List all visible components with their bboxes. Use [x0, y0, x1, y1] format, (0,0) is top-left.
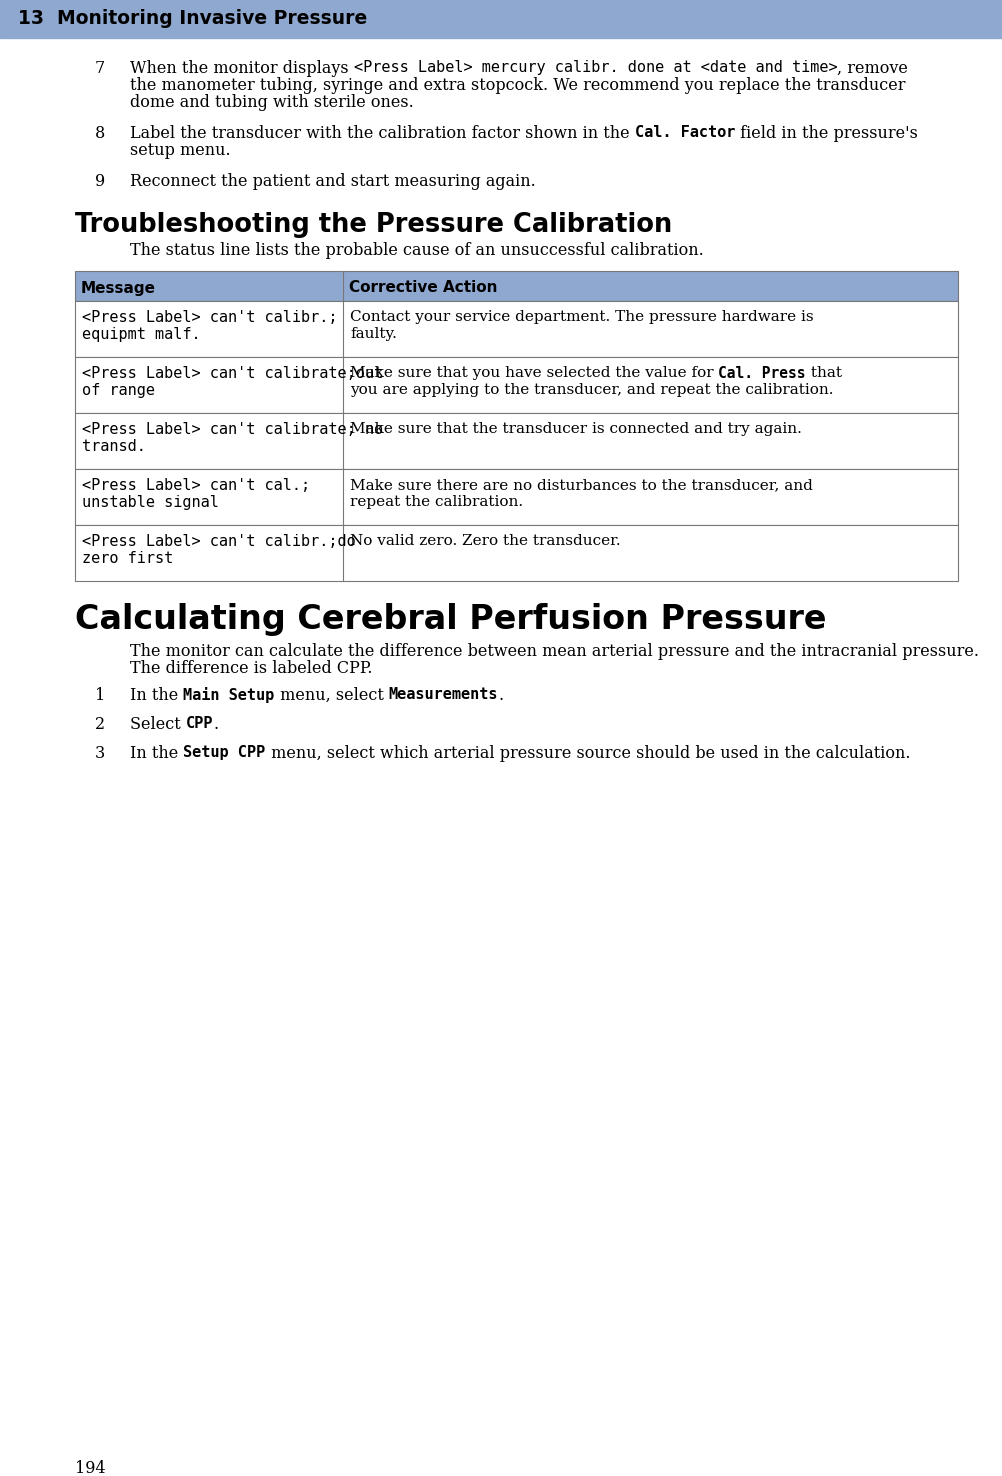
Text: <Press Label> can't cal.;: <Press Label> can't cal.; [82, 478, 310, 493]
Text: Main Setup: Main Setup [183, 686, 275, 703]
Text: 13  Monitoring Invasive Pressure: 13 Monitoring Invasive Pressure [18, 9, 367, 28]
Text: .: . [498, 686, 503, 704]
Text: Calculating Cerebral Perfusion Pressure: Calculating Cerebral Perfusion Pressure [75, 604, 826, 636]
Text: that: that [806, 366, 841, 379]
Text: Reconnect the patient and start measuring again.: Reconnect the patient and start measurin… [130, 173, 535, 190]
Text: setup menu.: setup menu. [130, 142, 230, 159]
Text: <Press Label> can't calibr.;do: <Press Label> can't calibr.;do [82, 534, 356, 549]
Text: the manometer tubing, syringe and extra stopcock. We recommend you replace the t: the manometer tubing, syringe and extra … [130, 77, 905, 94]
Bar [75, 525, 957, 582]
Text: you are applying to the transducer, and repeat the calibration.: you are applying to the transducer, and … [350, 382, 833, 397]
Text: repeat the calibration.: repeat the calibration. [350, 494, 523, 509]
Text: equipmt malf.: equipmt malf. [82, 328, 200, 342]
Text: No valid zero. Zero the transducer.: No valid zero. Zero the transducer. [350, 534, 620, 548]
Bar [75, 357, 957, 413]
Text: menu, select: menu, select [275, 686, 388, 704]
Bar [75, 469, 957, 525]
Text: Setup CPP: Setup CPP [183, 745, 266, 760]
Text: menu, select which arterial pressure source should be used in the calculation.: menu, select which arterial pressure sou… [266, 745, 909, 762]
Text: unstable signal: unstable signal [82, 494, 218, 511]
Text: 3: 3 [95, 745, 105, 762]
Text: transd.: transd. [82, 438, 145, 455]
Text: Message: Message [81, 280, 156, 295]
Bar [75, 272, 957, 301]
Text: 194: 194 [75, 1460, 105, 1476]
Text: Make sure that you have selected the value for: Make sure that you have selected the val… [350, 366, 717, 379]
Text: Make sure that the transducer is connected and try again.: Make sure that the transducer is connect… [350, 422, 801, 435]
Text: Make sure there are no disturbances to the transducer, and: Make sure there are no disturbances to t… [350, 478, 812, 492]
Text: , remove: , remove [837, 61, 908, 77]
Text: of range: of range [82, 382, 155, 399]
Text: The difference is labeled CPP.: The difference is labeled CPP. [130, 660, 372, 677]
Text: Cal. Press: Cal. Press [717, 366, 806, 381]
Text: field in the pressure's: field in the pressure's [734, 125, 917, 142]
Text: The status line lists the probable cause of an unsuccessful calibration.: The status line lists the probable cause… [130, 242, 703, 258]
Text: <Press Label> can't calibr.;: <Press Label> can't calibr.; [82, 310, 337, 325]
Text: In the: In the [130, 745, 183, 762]
Text: <Press Label> can't calibrate;out: <Press Label> can't calibrate;out [82, 366, 383, 381]
Bar [75, 301, 957, 357]
Bar [75, 413, 957, 469]
Text: 7: 7 [95, 61, 105, 77]
Bar [0, 0, 1002, 38]
Text: Measurements: Measurements [388, 686, 498, 703]
Text: When the monitor displays: When the monitor displays [130, 61, 354, 77]
Text: dome and tubing with sterile ones.: dome and tubing with sterile ones. [130, 94, 414, 111]
Text: 8: 8 [95, 125, 105, 142]
Text: <Press Label> can't calibrate; no: <Press Label> can't calibrate; no [82, 422, 383, 437]
Text: Label the transducer with the calibration factor shown in the: Label the transducer with the calibratio… [130, 125, 634, 142]
Text: <Press Label> mercury calibr. done at <date and time>: <Press Label> mercury calibr. done at <d… [354, 61, 837, 75]
Text: Troubleshooting the Pressure Calibration: Troubleshooting the Pressure Calibration [75, 213, 671, 238]
Text: zero first: zero first [82, 551, 173, 565]
Text: faulty.: faulty. [350, 328, 397, 341]
Text: Corrective Action: Corrective Action [349, 280, 497, 295]
Text: Select: Select [130, 716, 185, 734]
Text: 9: 9 [95, 173, 105, 190]
Text: The monitor can calculate the difference between mean arterial pressure and the : The monitor can calculate the difference… [130, 644, 978, 660]
Text: 1: 1 [95, 686, 105, 704]
Text: Cal. Factor: Cal. Factor [634, 125, 734, 140]
Text: In the: In the [130, 686, 183, 704]
Text: 2: 2 [95, 716, 105, 734]
Text: CPP: CPP [185, 716, 213, 731]
Text: Contact your service department. The pressure hardware is: Contact your service department. The pre… [350, 310, 813, 325]
Text: .: . [213, 716, 218, 734]
